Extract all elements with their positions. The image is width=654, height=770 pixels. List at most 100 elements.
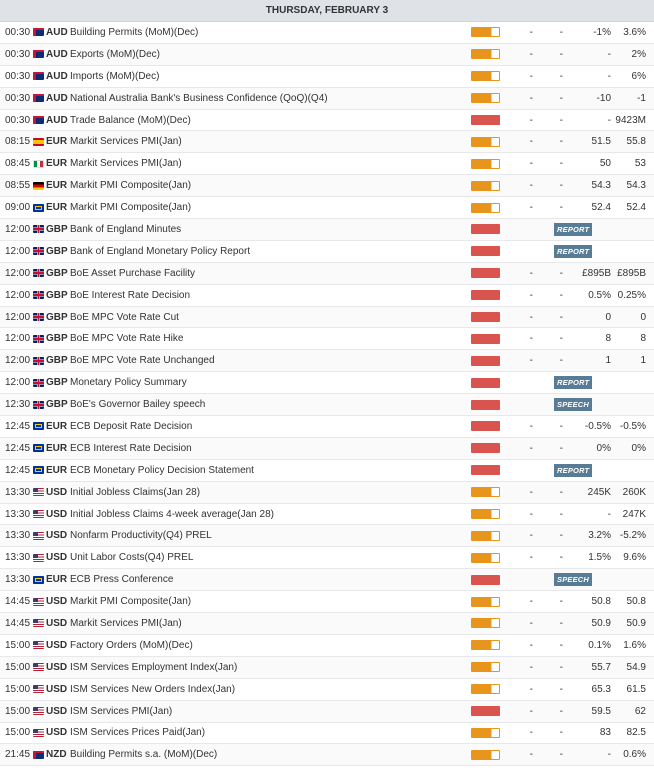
currency-code: USD (46, 552, 68, 564)
forecast-value: - (529, 267, 533, 279)
event-name[interactable]: BoE's Governor Bailey speech (70, 399, 206, 411)
event-time: 13:30 (5, 574, 31, 586)
event-name[interactable]: Imports (MoM)(Dec) (70, 70, 160, 82)
high-impact-bar (471, 574, 500, 585)
event-row[interactable]: 15:00 USD ISM Services PMI(Jan) - - 59.5 62 (0, 700, 654, 723)
event-name[interactable]: ECB Press Conference (70, 574, 174, 586)
event-name[interactable]: Monetary Policy Summary (70, 377, 187, 389)
consensus-value: - (559, 596, 563, 608)
event-row[interactable]: 00:30 AUD Trade Balance (MoM)(Dec) - - -9423M (0, 110, 654, 132)
event-name[interactable]: Markit Services PMI(Jan) (70, 617, 182, 629)
event-type-badge[interactable]: REPORT (554, 241, 593, 262)
event-row[interactable]: 13:30 USD Nonfarm Productivity(Q4) PREL - - 3… (0, 525, 654, 548)
event-name[interactable]: Building Permits (MoM)(Dec) (70, 26, 199, 38)
event-name[interactable]: BoE MPC Vote Rate Unchanged (70, 355, 215, 367)
high-impact-bar (471, 399, 500, 410)
event-row[interactable]: 12:00 GBP BoE Interest Rate Decision - - 0.5%… (0, 285, 654, 307)
high-impact-bar (471, 355, 500, 366)
event-name[interactable]: ECB Interest Rate Decision (70, 442, 192, 454)
previous-value: 0% (631, 442, 646, 454)
event-row[interactable]: 15:00 USD ISM Services Employment Index(Ja… (0, 656, 654, 679)
event-name[interactable]: National Australia Bank's Business Confi… (70, 92, 328, 104)
event-row[interactable]: 12:45 EUR ECB Monetary Policy Decision Sta… (0, 460, 654, 482)
event-row[interactable]: 12:00 GBP Bank of England Monetary Policy … (0, 241, 654, 263)
event-row[interactable]: 12:45 EUR ECB Interest Rate Decision - - 0% 0% (0, 437, 654, 460)
consensus-value: - (559, 552, 563, 564)
gb-flag-icon (33, 313, 44, 322)
event-row[interactable]: 21:45 NZD Building Permits s.a. (MoM)(Dec)… (0, 744, 654, 767)
event-name[interactable]: Markit Services PMI(Jan) (70, 136, 182, 148)
event-name[interactable]: Markit PMI Composite(Jan) (70, 180, 192, 192)
event-name[interactable]: BoE Asset Purchase Facility (70, 267, 196, 279)
event-row[interactable]: 13:30 USD Initial Jobless Claims 4-week av… (0, 504, 654, 526)
event-row[interactable]: 13:30 USD Initial Jobless Claims(Jan 28) - -… (0, 481, 654, 504)
event-type-badge[interactable]: SPEECH (554, 394, 593, 415)
consensus-value: - (559, 70, 563, 82)
medium-impact-bar (471, 749, 500, 760)
event-name[interactable]: Initial Jobless Claims 4-week average(Ja… (70, 508, 274, 520)
event-name[interactable]: Markit PMI Composite(Jan) (70, 202, 192, 214)
event-name[interactable]: ECB Monetary Policy Decision Statement (70, 464, 254, 476)
event-row[interactable]: 12:00 GBP BoE MPC Vote Rate Unchanged - - 1 1 (0, 350, 654, 373)
event-row[interactable]: 12:00 GBP Bank of England Minutes REPORT (0, 219, 654, 241)
event-name[interactable]: Nonfarm Productivity(Q4) PREL (70, 530, 212, 542)
currency-code: EUR (46, 136, 68, 148)
us-flag-icon (33, 531, 44, 540)
event-row[interactable]: 00:30 AUD Building Permits (MoM)(Dec) - - -1%… (0, 22, 654, 44)
event-row[interactable]: 00:30 AUD Imports (MoM)(Dec) - - - 6% (0, 66, 654, 88)
event-name[interactable]: ISM Services Employment Index(Jan) (70, 661, 238, 673)
event-row[interactable]: 14:45 USD Markit PMI Composite(Jan) - - 50.8 5… (0, 591, 654, 614)
consensus-value: - (559, 420, 563, 432)
event-row[interactable]: 00:30 AUD National Australia Bank's Busine… (0, 87, 654, 110)
event-row[interactable]: 12:00 GBP Monetary Policy Summary REPORT (0, 372, 654, 395)
event-name[interactable]: Markit Services PMI(Jan) (70, 158, 182, 170)
country-flag-icon (33, 22, 45, 43)
event-row[interactable]: 12:00 GBP BoE MPC Vote Rate Cut - - 0 0 (0, 306, 654, 329)
event-name[interactable]: Markit PMI Composite(Jan) (70, 596, 192, 608)
medium-impact-bar (471, 158, 500, 169)
event-name[interactable]: ISM Services New Orders Index(Jan) (70, 683, 236, 695)
event-name[interactable]: BoE MPC Vote Rate Cut (70, 311, 179, 323)
event-row[interactable]: 12:45 EUR ECB Deposit Rate Decision - - -0.5%… (0, 416, 654, 438)
event-name[interactable]: Bank of England Minutes (70, 223, 182, 235)
event-row[interactable]: 12:00 GBP BoE MPC Vote Rate Hike - - 8 8 (0, 328, 654, 351)
currency-code: EUR (46, 420, 68, 432)
event-row[interactable]: 15:00 USD ISM Services Prices Paid(Jan) - - 8… (0, 723, 654, 745)
event-name[interactable]: BoE Interest Rate Decision (70, 289, 191, 301)
event-name[interactable]: BoE MPC Vote Rate Hike (70, 333, 184, 345)
event-name[interactable]: Initial Jobless Claims(Jan 28) (70, 486, 201, 498)
country-flag-icon (33, 44, 45, 65)
event-type-badge[interactable]: SPEECH (554, 569, 593, 590)
event-name[interactable]: Trade Balance (MoM)(Dec) (70, 114, 191, 126)
consensus-value: - (559, 202, 563, 214)
event-name[interactable]: Unit Labor Costs(Q4) PREL (70, 552, 194, 564)
previous-value: 1 (640, 355, 646, 367)
event-row[interactable]: 08:45 EUR Markit Services PMI(Jan) - - 50 53 (0, 153, 654, 176)
consensus-value: - (559, 442, 563, 454)
event-row[interactable]: 15:00 USD Factory Orders (MoM)(Dec) - - 0.1% 1… (0, 635, 654, 657)
event-type-badge[interactable]: REPORT (554, 219, 593, 240)
event-row[interactable]: 15:00 USD ISM Services New Orders Index(Ja… (0, 679, 654, 701)
event-row[interactable]: 08:55 EUR Markit PMI Composite(Jan) - - 54.3 5… (0, 175, 654, 198)
event-name[interactable]: Building Permits s.a. (MoM)(Dec) (70, 749, 218, 761)
badge-label: SPEECH (554, 573, 593, 587)
event-row[interactable]: 08:15 EUR Markit Services PMI(Jan) - - 51.5 55… (0, 131, 654, 154)
event-name[interactable]: Bank of England Monetary Policy Report (70, 245, 251, 257)
event-time: 12:00 (5, 377, 31, 389)
event-name[interactable]: Factory Orders (MoM)(Dec) (70, 639, 193, 651)
event-row[interactable]: 14:45 USD Markit Services PMI(Jan) - - 50.9 50… (0, 613, 654, 635)
event-row[interactable]: 00:30 AUD Exports (MoM)(Dec) - - - 2% (0, 43, 654, 66)
event-row[interactable]: 13:30 EUR ECB Press Conference SPEECH (0, 569, 654, 592)
previous-value: -0.5% (619, 420, 646, 432)
event-type-badge[interactable]: REPORT (554, 460, 593, 481)
event-name[interactable]: Exports (MoM)(Dec) (70, 48, 161, 60)
event-row[interactable]: 13:30 USD Unit Labor Costs(Q4) PREL - - 1.5% 9… (0, 547, 654, 570)
event-row[interactable]: 12:00 GBP BoE Asset Purchase Facility - - £89… (0, 262, 654, 285)
event-row[interactable]: 12:30 GBP BoE's Governor Bailey speech SPEE… (0, 394, 654, 417)
event-name[interactable]: ECB Deposit Rate Decision (70, 420, 193, 432)
event-row[interactable]: 09:00 EUR Markit PMI Composite(Jan) - - 52.4 5… (0, 197, 654, 220)
event-name[interactable]: ISM Services Prices Paid(Jan) (70, 727, 206, 739)
event-name[interactable]: ISM Services PMI(Jan) (70, 705, 173, 717)
event-type-badge[interactable]: REPORT (554, 372, 593, 393)
currency-code: USD (46, 617, 68, 629)
